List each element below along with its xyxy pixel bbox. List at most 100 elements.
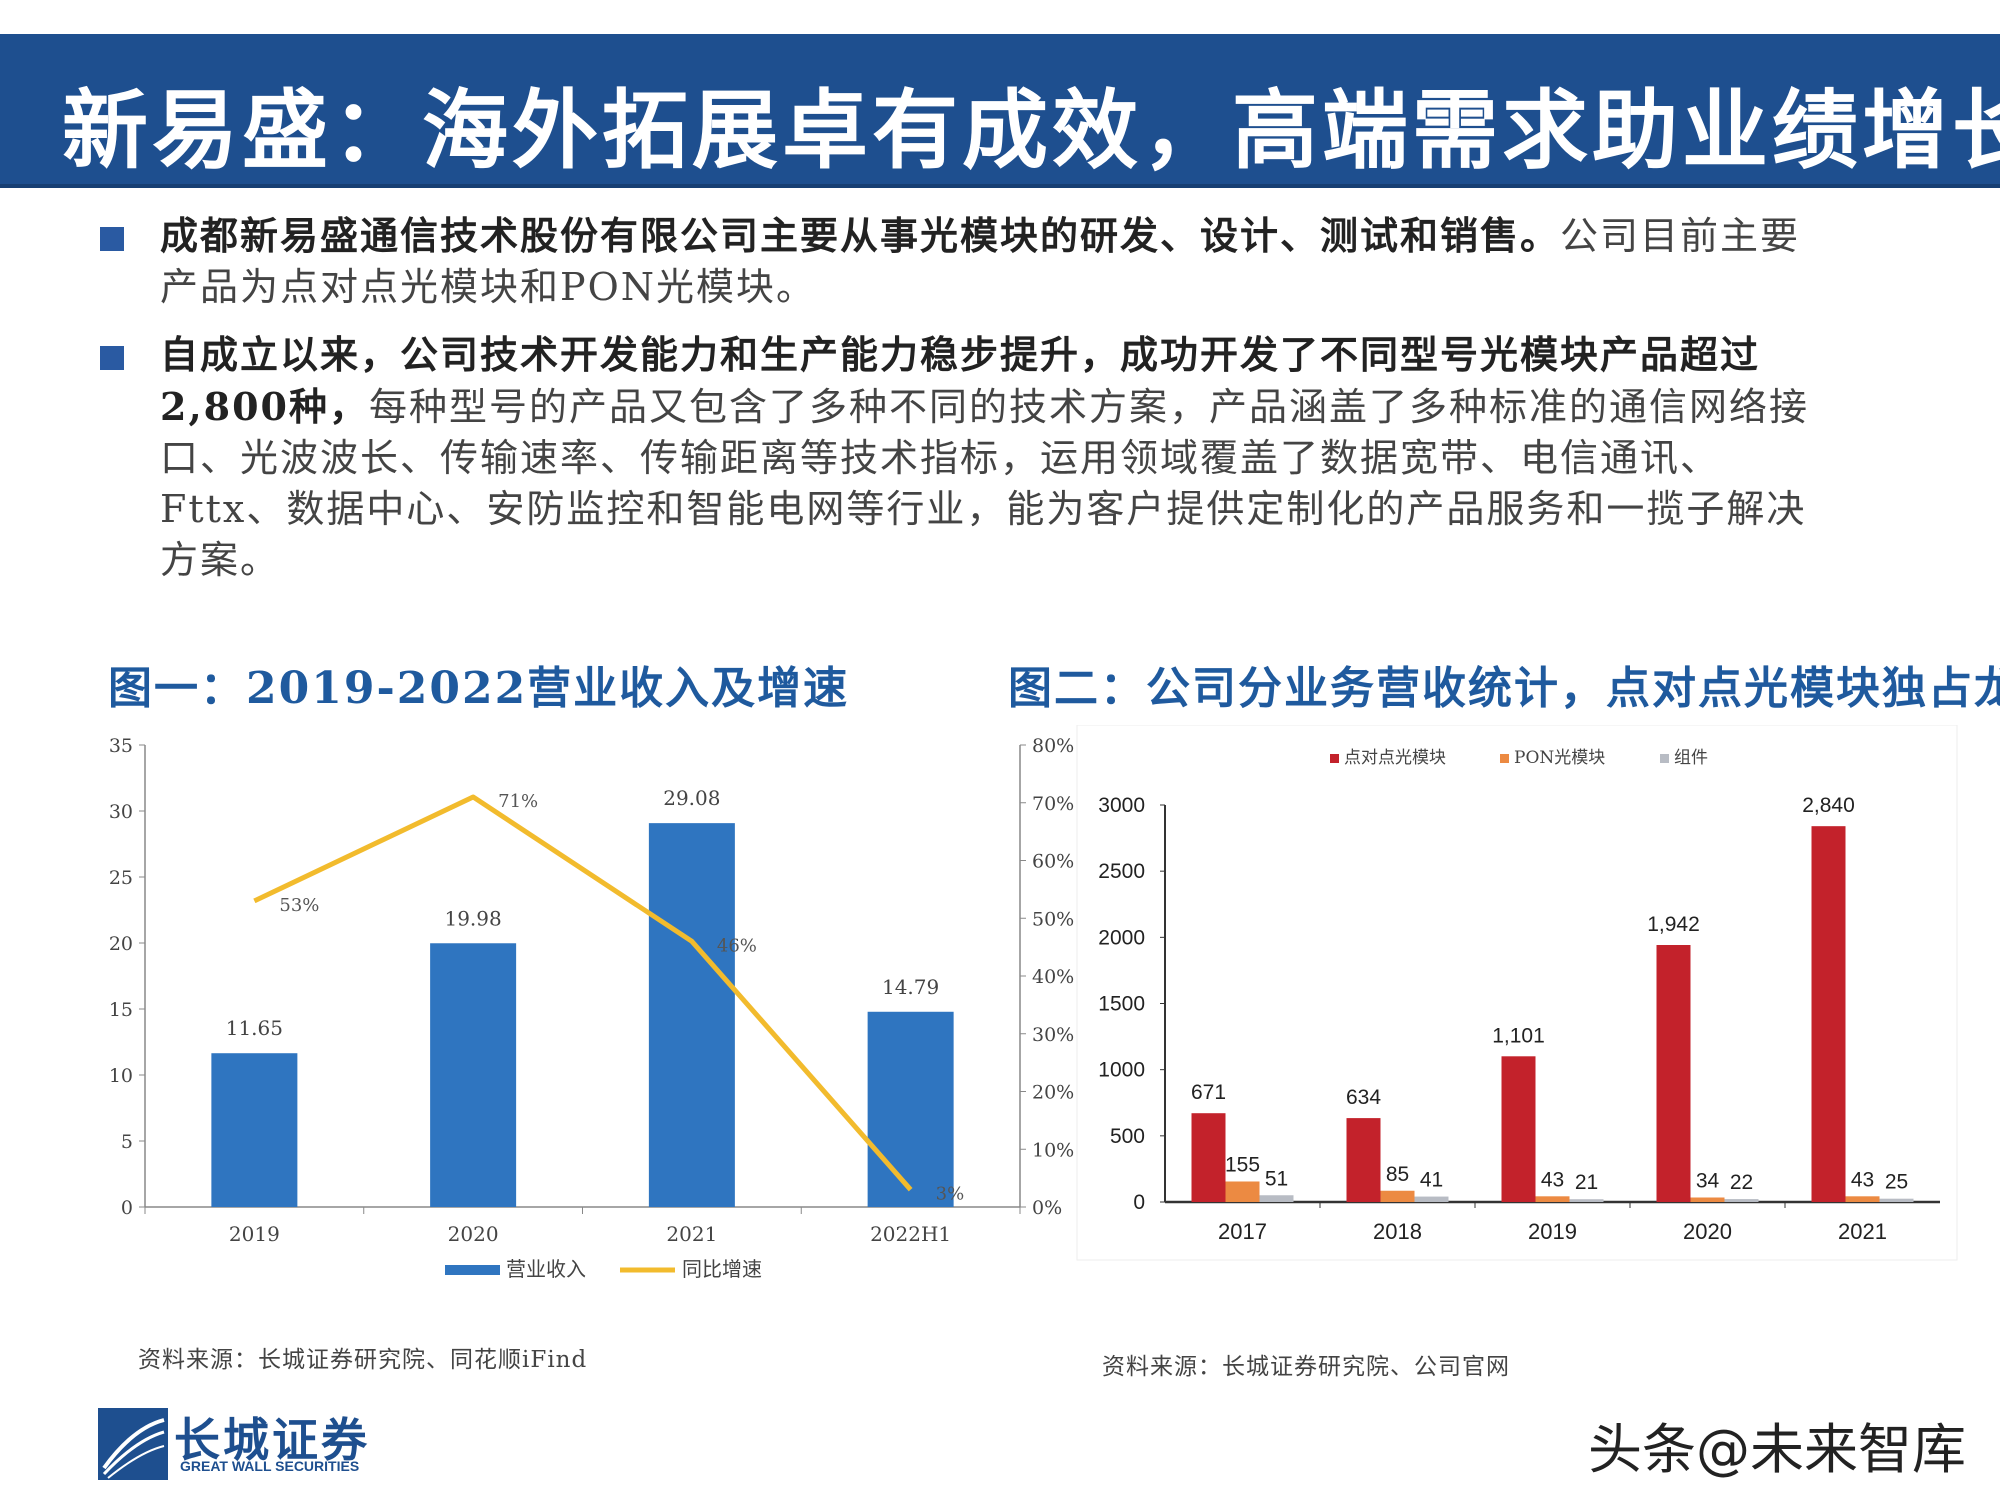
segment-bar-label: 41 bbox=[1420, 1169, 1443, 1192]
segment-bar bbox=[1724, 1199, 1759, 1202]
segment-bar-label: 1,101 bbox=[1492, 1024, 1545, 1047]
figure-1-source: 资料来源：长城证券研究院、同花顺iFind bbox=[138, 1347, 588, 1373]
segment-bar-label: 155 bbox=[1225, 1153, 1260, 1176]
legend-swatch bbox=[1660, 754, 1669, 763]
segment-bar-label: 34 bbox=[1696, 1170, 1720, 1193]
segment-bar bbox=[1225, 1181, 1260, 1202]
segment-bar bbox=[1811, 826, 1846, 1202]
x-category-label: 2022H1 bbox=[870, 1222, 951, 1246]
right-tick-label: 80% bbox=[1032, 735, 1074, 757]
y-tick-label: 2500 bbox=[1098, 860, 1145, 883]
segment-bar-label: 2,840 bbox=[1802, 794, 1855, 817]
company-logo: 长城证券 GREAT WALL SECURITIES bbox=[98, 1408, 418, 1480]
segment-bar-label: 43 bbox=[1851, 1168, 1874, 1191]
left-tick-label: 5 bbox=[121, 1131, 133, 1153]
right-tick-label: 10% bbox=[1032, 1139, 1074, 1161]
segment-bar-label: 85 bbox=[1386, 1163, 1409, 1186]
bullet-item: 成都新易盛通信技术股份有限公司主要从事光模块的研发、设计、测试和销售。公司目前主… bbox=[100, 210, 1820, 313]
bullet-square-icon bbox=[100, 227, 124, 251]
x-category-label: 2019 bbox=[1528, 1219, 1577, 1244]
segment-bar-label: 21 bbox=[1575, 1171, 1598, 1194]
segment-bar bbox=[1191, 1113, 1226, 1202]
segment-bar bbox=[1414, 1196, 1449, 1202]
segment-bar-label: 22 bbox=[1730, 1171, 1753, 1194]
segment-bar-label: 671 bbox=[1191, 1081, 1226, 1104]
x-category-label: 2019 bbox=[229, 1222, 280, 1246]
segment-bar bbox=[1656, 945, 1691, 1202]
bullet-text: 成都新易盛通信技术股份有限公司主要从事光模块的研发、设计、测试和销售。公司目前主… bbox=[160, 210, 1820, 313]
page-title: 新易盛：海外拓展卓有成效，高端需求助业绩增长 bbox=[62, 80, 2000, 181]
legend-revenue-swatch bbox=[445, 1265, 500, 1275]
right-tick-label: 50% bbox=[1032, 908, 1074, 930]
segment-bar bbox=[1346, 1118, 1381, 1202]
y-tick-label: 1000 bbox=[1098, 1059, 1145, 1082]
segment-bar bbox=[1690, 1197, 1725, 1202]
figure-2-source: 资料来源：长城证券研究院、公司官网 bbox=[1102, 1354, 1510, 1380]
x-category-label: 2018 bbox=[1373, 1219, 1422, 1244]
left-tick-label: 15 bbox=[109, 999, 133, 1021]
legend-label: PON光模块 bbox=[1514, 748, 1605, 768]
segment-bar bbox=[1845, 1196, 1880, 1202]
legend-revenue-label: 营业收入 bbox=[506, 1257, 586, 1281]
segment-bar-label: 25 bbox=[1885, 1171, 1908, 1194]
revenue-bar bbox=[211, 1053, 298, 1207]
bullet-list: 成都新易盛通信技术股份有限公司主要从事光模块的研发、设计、测试和销售。公司目前主… bbox=[100, 210, 1820, 602]
revenue-bar bbox=[430, 943, 517, 1207]
legend-swatch bbox=[1500, 754, 1509, 763]
right-tick-label: 40% bbox=[1032, 966, 1074, 988]
bullet-body-text: 公司目前主要产品为点对点光模块和PON光模块。 bbox=[160, 214, 1801, 309]
growth-point-label: 3% bbox=[936, 1184, 965, 1205]
right-tick-label: 20% bbox=[1032, 1082, 1074, 1104]
figure-2-title: 图二：公司分业务营收统计，点对点光模块独占龙头 bbox=[1008, 663, 2000, 714]
left-tick-label: 25 bbox=[109, 867, 133, 889]
growth-point-label: 71% bbox=[498, 791, 538, 812]
segment-bar-label: 1,942 bbox=[1647, 913, 1700, 936]
segment-bar bbox=[1380, 1190, 1415, 1202]
right-tick-label: 60% bbox=[1032, 851, 1074, 873]
revenue-bar-label: 19.98 bbox=[444, 906, 501, 930]
left-tick-label: 20 bbox=[109, 933, 133, 955]
x-category-label: 2021 bbox=[666, 1222, 717, 1246]
bullet-bold-text: 自成立以来，公司技术开发能力和生产能力稳步提升，成功开发了不同型号光模块产品超过… bbox=[160, 332, 1761, 429]
segment-revenue-chart: 0 500 1000 1500 2000 2500 3000 671 634 1,101 1,942… bbox=[1076, 725, 1958, 1261]
title-bar: 新易盛：海外拓展卓有成效，高端需求助业绩增长 bbox=[0, 34, 2000, 188]
left-tick-label: 10 bbox=[109, 1065, 133, 1087]
watermark-text: 头条@未来智库 bbox=[1588, 1418, 1966, 1481]
great-wall-logo-icon bbox=[98, 1408, 168, 1480]
growth-point-label: 53% bbox=[279, 895, 319, 916]
segment-bar bbox=[1501, 1056, 1536, 1202]
left-tick-label: 35 bbox=[109, 735, 133, 757]
bullet-square-icon bbox=[100, 346, 124, 370]
growth-point-label: 46% bbox=[717, 935, 757, 956]
right-tick-label: 70% bbox=[1032, 793, 1074, 815]
y-tick-label: 1500 bbox=[1098, 993, 1145, 1016]
x-category-label: 2020 bbox=[448, 1222, 499, 1246]
bullet-text: 自成立以来，公司技术开发能力和生产能力稳步提升，成功开发了不同型号光模块产品超过… bbox=[160, 329, 1820, 586]
right-tick-label: 0% bbox=[1032, 1197, 1062, 1219]
x-category-label: 2020 bbox=[1683, 1219, 1732, 1244]
legend-growth-label: 同比增速 bbox=[682, 1257, 762, 1281]
revenue-bar bbox=[648, 823, 735, 1207]
left-tick-label: 0 bbox=[121, 1197, 133, 1219]
bullet-bold-text: 成都新易盛通信技术股份有限公司主要从事光模块的研发、设计、测试和销售。 bbox=[160, 213, 1561, 258]
y-tick-label: 500 bbox=[1110, 1125, 1145, 1148]
revenue-bar-label: 14.79 bbox=[882, 975, 939, 999]
x-category-label: 2017 bbox=[1218, 1219, 1267, 1244]
logo-subtitle: GREAT WALL SECURITIES bbox=[180, 1458, 360, 1474]
revenue-growth-chart: 0 5 10 15 20 25 30 35 0% 10% 20% 30% 40% 50% 60% 70% 80%… bbox=[109, 735, 1074, 1281]
segment-bar bbox=[1259, 1195, 1294, 1202]
legend-swatch bbox=[1330, 754, 1339, 763]
revenue-bar-label: 11.65 bbox=[226, 1016, 283, 1040]
logo-text: 长城证券 bbox=[174, 1413, 370, 1467]
x-category-label: 2021 bbox=[1838, 1219, 1887, 1244]
segment-bar-label: 51 bbox=[1265, 1167, 1288, 1190]
y-tick-label: 3000 bbox=[1098, 794, 1145, 817]
segment-bar-label: 43 bbox=[1541, 1168, 1564, 1191]
left-tick-label: 30 bbox=[109, 801, 133, 823]
right-tick-label: 30% bbox=[1032, 1024, 1074, 1046]
growth-line bbox=[253, 794, 913, 1192]
legend-label: 组件 bbox=[1674, 748, 1708, 768]
revenue-bar bbox=[867, 1011, 954, 1207]
segment-bar bbox=[1569, 1199, 1604, 1202]
legend-label: 点对点光模块 bbox=[1344, 748, 1446, 768]
